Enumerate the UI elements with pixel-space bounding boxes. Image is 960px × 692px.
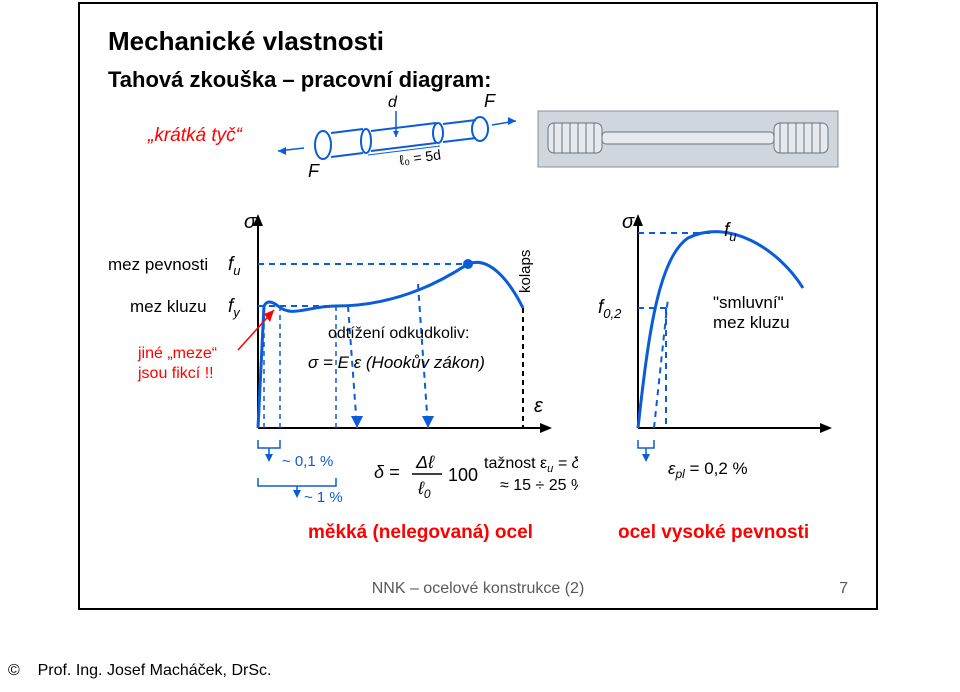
high-strength-chart: σ fu f0,2 "smluvní"mez kluzu εpl = 0,2 %…: [578, 178, 858, 558]
slide-frame: Mechanické vlastnosti Tahová zkouška – p…: [78, 2, 878, 610]
p1: ~ 1 %: [304, 489, 343, 506]
p01: ~ 0,1 %: [282, 453, 333, 470]
mild-steel-chart: σ ε kolaps mez pevnosti fu: [108, 178, 578, 558]
svg-text:ℓ0: ℓ0: [417, 478, 431, 501]
svg-text:100: 100: [448, 465, 478, 485]
hooke: σ = E ε (Hookův zákon): [308, 353, 485, 372]
slide-title: Mechanické vlastnosti: [108, 26, 848, 57]
d-label: d: [388, 94, 398, 111]
svg-text:Δℓ: Δℓ: [415, 452, 435, 472]
specimen-photo: [538, 111, 838, 167]
force-F-right: F: [484, 93, 496, 111]
mekka-ocel: měkká (nelegovaná) ocel: [308, 522, 533, 543]
delta-formula: δ = Δℓ ℓ0 100: [374, 452, 478, 501]
diagram-area: „krátká tyč“ d F F: [108, 93, 848, 573]
odtizeni: odtížení odkudkoliv:: [328, 325, 469, 342]
taznost: tažnost εu = δpl ≈ 15 ÷ 25 %: [484, 455, 578, 494]
gauge-length-label: ℓ₀ = 5d: [398, 146, 442, 168]
slide-subtitle: Tahová zkouška – pracovní diagram:: [108, 67, 848, 93]
sigma-axis2: σ: [622, 211, 635, 233]
svg-text:≈ 15 ÷ 25 %: ≈ 15 ÷ 25 %: [500, 477, 578, 494]
author-line: © Prof. Ing. Josef Macháček, DrSc.: [8, 662, 271, 680]
eps-pl: εpl = 0,2 %: [668, 459, 748, 481]
fu2: fu: [724, 220, 737, 244]
svg-text:tažnost εu = δpl: tažnost εu = δpl: [484, 455, 578, 475]
kolaps-label: kolaps: [517, 250, 534, 293]
sigma-axis: σ: [244, 211, 257, 233]
fu-sym: fu: [228, 254, 241, 278]
page-number: 7: [839, 580, 848, 598]
smluvni: "smluvní"mez kluzu: [713, 293, 790, 332]
svg-text:δ =: δ =: [374, 462, 400, 482]
mez-pevnosti: mez pevnosti: [108, 255, 208, 274]
epsilon-axis: ε: [534, 395, 544, 417]
fy-sym: fy: [228, 296, 241, 320]
mez-kluzu: mez kluzu: [130, 297, 207, 316]
f02: f0,2: [598, 297, 622, 321]
kratka-tyc-label: „krátká tyč“: [147, 125, 244, 146]
ocel-vysoke: ocel vysoké pevnosti: [618, 522, 809, 543]
jine-meze: jiné „meze“jsou fikcí !!: [137, 345, 217, 382]
slide-footer: NNK – ocelové konstrukce (2) 7: [80, 580, 876, 598]
